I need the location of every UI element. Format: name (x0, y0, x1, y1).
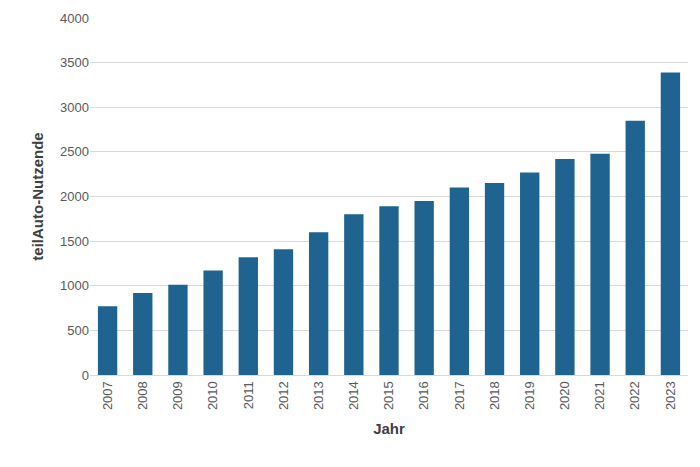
svg-text:Jahr: Jahr (373, 420, 405, 437)
svg-text:2020: 2020 (557, 381, 572, 410)
svg-text:1500: 1500 (60, 234, 89, 249)
svg-text:1000: 1000 (60, 278, 89, 293)
svg-text:2009: 2009 (170, 381, 185, 410)
svg-text:2500: 2500 (60, 144, 89, 159)
svg-text:2014: 2014 (346, 381, 361, 410)
svg-text:2000: 2000 (60, 189, 89, 204)
svg-text:2011: 2011 (241, 381, 256, 409)
svg-text:2012: 2012 (276, 381, 291, 410)
svg-text:2007: 2007 (100, 381, 115, 410)
svg-text:2023: 2023 (663, 381, 678, 410)
svg-text:2017: 2017 (452, 381, 467, 410)
svg-text:2022: 2022 (627, 381, 642, 410)
svg-text:3500: 3500 (60, 55, 89, 70)
svg-text:2018: 2018 (487, 381, 502, 410)
svg-text:4000: 4000 (60, 11, 89, 26)
svg-text:2015: 2015 (381, 381, 396, 410)
svg-text:2019: 2019 (522, 381, 537, 410)
svg-text:2010: 2010 (205, 381, 220, 410)
svg-text:3000: 3000 (60, 100, 89, 115)
svg-text:2008: 2008 (135, 381, 150, 410)
svg-text:teilAuto-Nutzende: teilAuto-Nutzende (29, 132, 46, 260)
svg-text:2016: 2016 (416, 381, 431, 410)
svg-text:2021: 2021 (592, 381, 607, 410)
svg-text:2013: 2013 (311, 381, 326, 410)
svg-text:500: 500 (67, 323, 89, 338)
svg-text:0: 0 (82, 368, 89, 383)
